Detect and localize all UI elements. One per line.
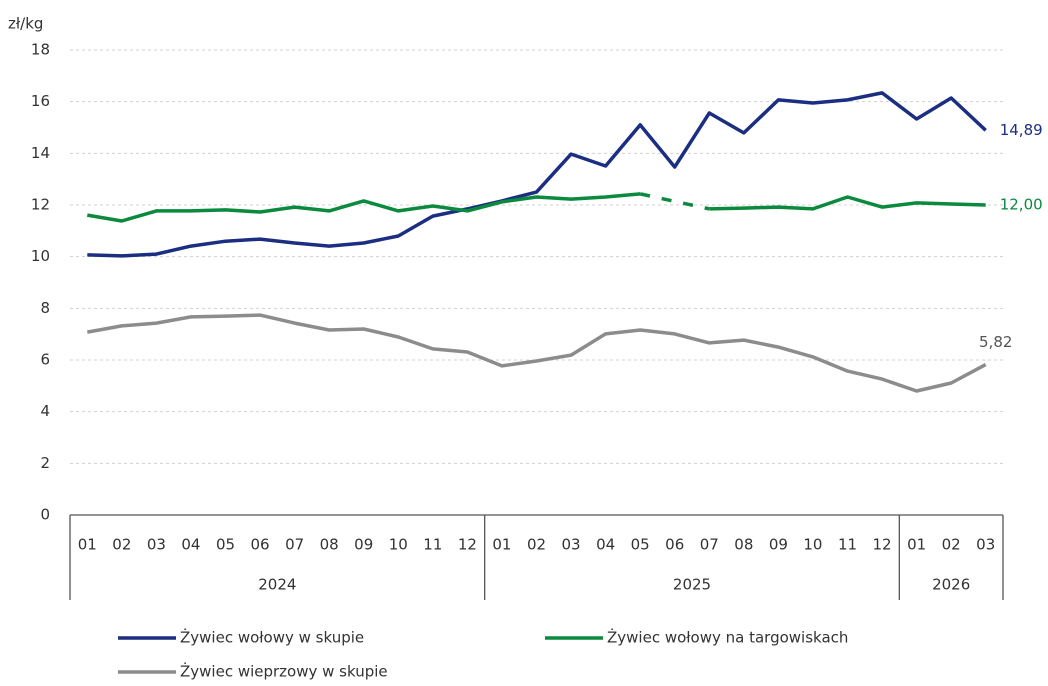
x-tick-label: 01 <box>78 536 97 554</box>
value-label: 5,82 <box>979 333 1012 351</box>
x-tick-label: 04 <box>181 536 200 554</box>
x-tick-label: 03 <box>147 536 166 554</box>
gap-bridge <box>639 192 710 211</box>
x-tick-label: 03 <box>976 536 995 554</box>
y-axis-label: zł/kg <box>8 15 43 33</box>
series-line <box>87 192 986 223</box>
x-tick-label: 08 <box>734 536 753 554</box>
x-tick-label: 06 <box>665 536 684 554</box>
x-tick-label: 04 <box>596 536 615 554</box>
y-tick-label: 4 <box>40 402 50 420</box>
series-line <box>86 313 987 393</box>
x-tick-label: 08 <box>320 536 339 554</box>
x-tick-label: 11 <box>838 536 857 554</box>
y-tick-label: 14 <box>31 144 50 162</box>
x-tick-label: 02 <box>527 536 546 554</box>
legend-label: Żywiec wieprzowy w skupie <box>180 662 388 681</box>
y-tick-label: 8 <box>40 299 50 317</box>
x-tick-label: 02 <box>942 536 961 554</box>
x-tick-label: 03 <box>562 536 581 554</box>
x-tick-label: 09 <box>769 536 788 554</box>
y-tick-label: 12 <box>31 196 50 214</box>
group-label: 2025 <box>673 576 711 594</box>
x-tick-label: 07 <box>285 536 304 554</box>
group-label: 2024 <box>258 576 296 594</box>
x-tick-label: 11 <box>423 536 442 554</box>
value-label: 14,89 <box>1000 121 1043 139</box>
legend-label: Żywiec wołowy na targowiskach <box>607 628 848 647</box>
legend-label: Żywiec wołowy w skupie <box>180 628 364 647</box>
x-tick-label: 01 <box>907 536 926 554</box>
value-label: 12,00 <box>1000 196 1043 214</box>
x-tick-label: 07 <box>700 536 719 554</box>
y-tick-label: 2 <box>40 454 50 472</box>
series-line <box>87 91 987 258</box>
y-tick-label: 16 <box>31 92 50 110</box>
x-tick-label: 02 <box>112 536 131 554</box>
x-tick-label: 12 <box>458 536 477 554</box>
x-tick-label: 12 <box>873 536 892 554</box>
x-tick-label: 05 <box>216 536 235 554</box>
x-tick-label: 01 <box>492 536 511 554</box>
x-tick-label: 05 <box>631 536 650 554</box>
y-tick-label: 18 <box>31 41 50 59</box>
y-tick-label: 10 <box>31 247 50 265</box>
x-tick-label: 10 <box>803 536 822 554</box>
x-tick-label: 06 <box>251 536 270 554</box>
x-tick-label: 09 <box>354 536 373 554</box>
y-tick-label: 6 <box>40 351 50 369</box>
x-tick-label: 10 <box>389 536 408 554</box>
y-tick-label: 0 <box>40 506 50 524</box>
group-label: 2026 <box>932 576 970 594</box>
